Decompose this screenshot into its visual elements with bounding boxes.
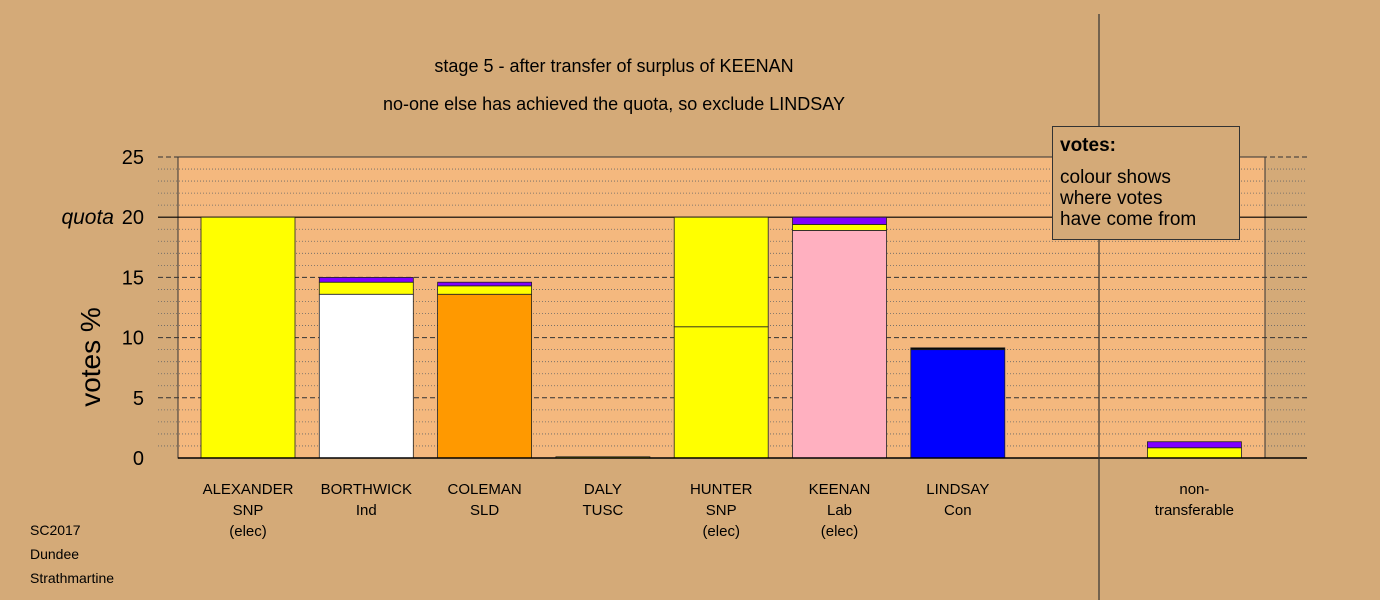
- footer-ward: Strathmartine: [30, 570, 115, 586]
- bar-segment: [200, 216, 296, 459]
- x-tick-label: SNP: [233, 502, 264, 519]
- x-tick-label: Lab: [827, 502, 852, 519]
- legend-line: where votes: [1060, 188, 1163, 209]
- footer-council: Dundee: [30, 546, 80, 562]
- x-tick-label: KEENAN: [809, 481, 871, 498]
- x-tick-label: TUSC: [582, 502, 623, 519]
- legend-box: votes: colour shows where votes have com…: [1052, 126, 1240, 240]
- legend-line: colour shows: [1060, 167, 1171, 188]
- y-axis-label: votes %: [75, 307, 106, 407]
- y-tick-label: 15: [122, 267, 144, 289]
- bar-segment: [792, 224, 887, 231]
- x-tick-label: BORTHWICK: [321, 481, 412, 498]
- bar-segment: [792, 216, 887, 225]
- bar-segment: [437, 293, 533, 459]
- y-tick-label: 0: [133, 448, 144, 470]
- x-tick-label: SLD: [470, 502, 499, 519]
- x-tick-label: LINDSAY: [926, 481, 989, 498]
- quota-label: quota: [61, 206, 114, 229]
- x-tick-label: Con: [944, 502, 972, 519]
- x-tick-label: transferable: [1155, 502, 1234, 519]
- bar-segment: [1147, 441, 1242, 449]
- y-tick-label: 20: [122, 207, 144, 229]
- y-tick-label: 10: [122, 328, 144, 350]
- chart-subtitle: no-one else has achieved the quota, so e…: [383, 94, 845, 114]
- footer-election: SC2017: [30, 522, 81, 538]
- legend-title: votes:: [1060, 135, 1116, 156]
- legend-line: have come from: [1060, 209, 1197, 230]
- bar-segment: [792, 230, 887, 459]
- bar-segment: [1147, 447, 1242, 459]
- bar-segment: [318, 293, 414, 459]
- bar-segment: [318, 276, 414, 283]
- x-tick-label: SNP: [706, 502, 737, 519]
- x-tick-label: COLEMAN: [448, 481, 522, 498]
- bar-segment: [910, 349, 1006, 459]
- x-tick-label: non-: [1179, 481, 1209, 498]
- x-tick-label: DALY: [584, 481, 622, 498]
- bar-segment: [673, 216, 769, 328]
- x-tick-label: (elec): [229, 523, 267, 540]
- x-tick-label: (elec): [821, 523, 859, 540]
- y-tick-label: 25: [122, 147, 144, 169]
- x-tick-label: HUNTER: [690, 481, 753, 498]
- bar-segment: [437, 281, 533, 287]
- x-tick-label: ALEXANDER: [203, 481, 294, 498]
- x-tick-label: Ind: [356, 502, 377, 519]
- bar-segment: [910, 347, 1006, 351]
- bar-segment: [673, 326, 769, 459]
- bar-segment: [318, 281, 414, 295]
- bar-segment: [437, 285, 533, 295]
- chart-title: stage 5 - after transfer of surplus of K…: [434, 56, 793, 76]
- y-tick-label: 5: [133, 388, 144, 410]
- x-tick-label: (elec): [702, 523, 740, 540]
